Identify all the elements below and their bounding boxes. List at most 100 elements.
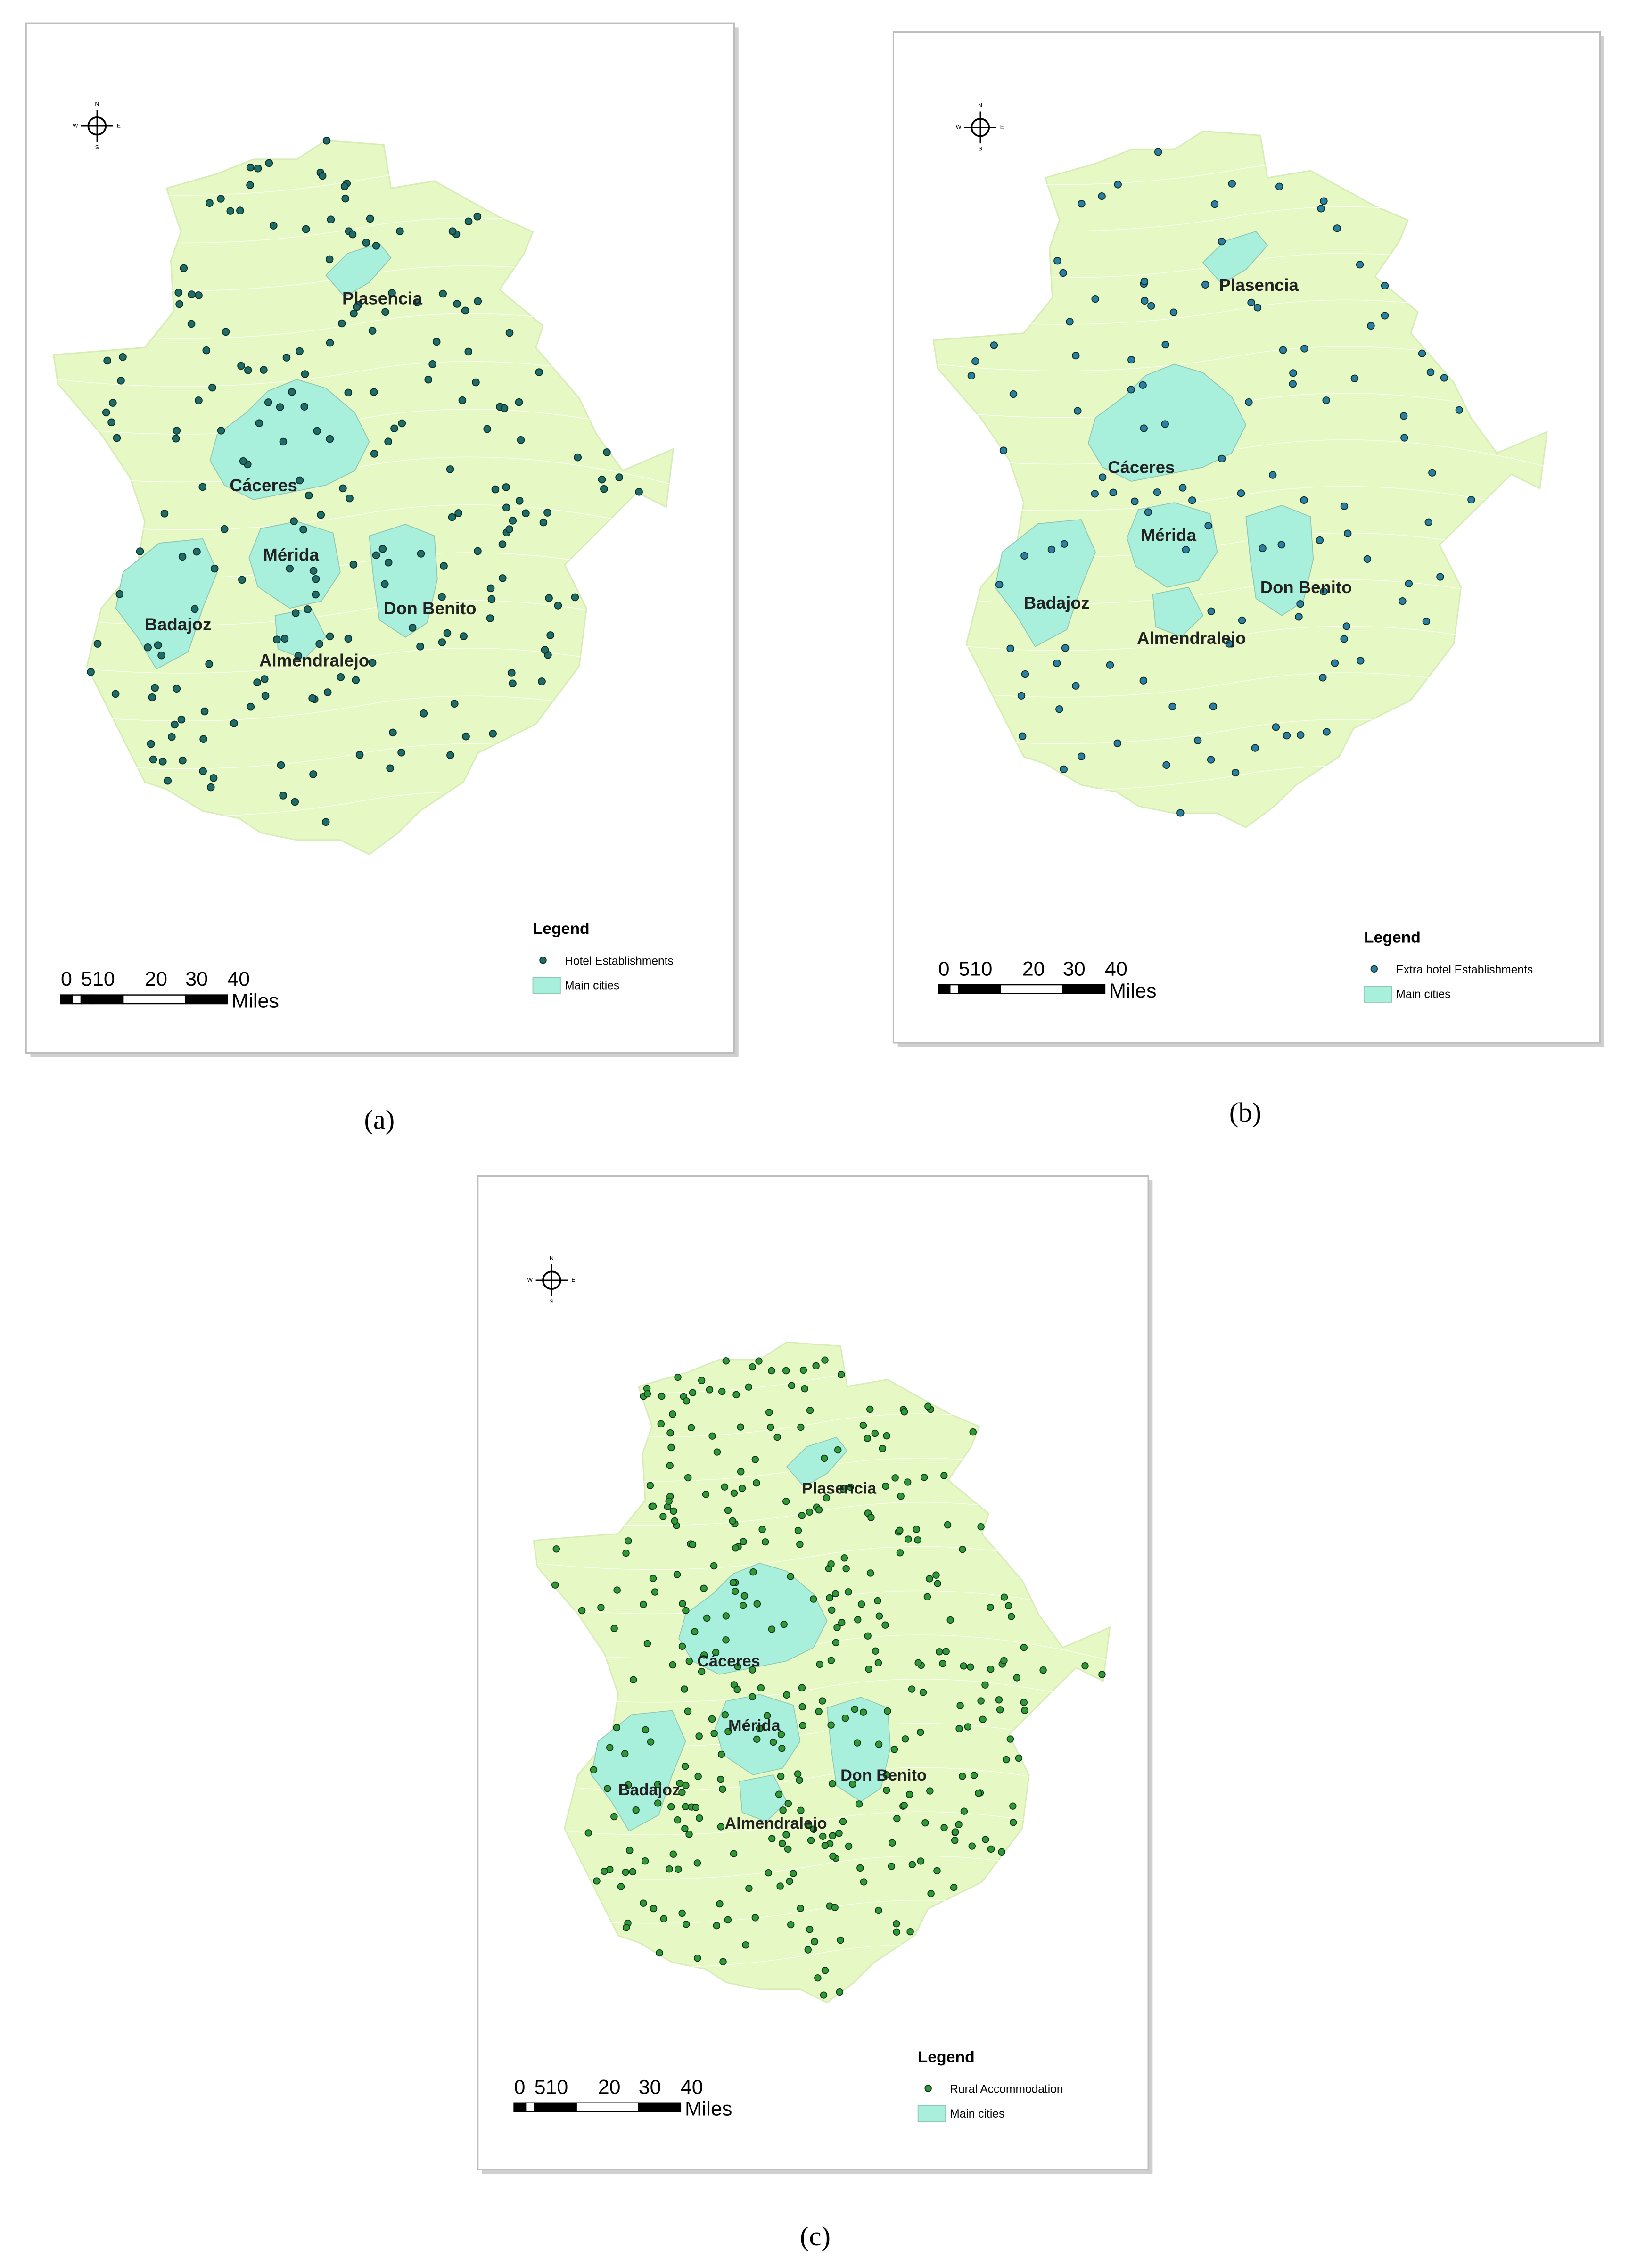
establishment-point <box>344 388 353 397</box>
establishment-point <box>926 1787 934 1795</box>
establishment-point <box>541 646 549 654</box>
establishment-point <box>678 1789 686 1796</box>
establishment-point <box>710 1562 718 1570</box>
establishment-point <box>1127 386 1135 394</box>
establishment-point <box>654 1799 662 1807</box>
establishment-point <box>740 1538 747 1545</box>
establishment-point <box>1367 322 1375 330</box>
establishment-point <box>487 595 496 603</box>
establishment-point <box>641 1857 649 1865</box>
establishment-point <box>590 1766 598 1773</box>
establishment-point <box>571 593 579 602</box>
establishment-point <box>671 1517 679 1525</box>
establishment-point <box>706 1386 714 1394</box>
establishment-point <box>598 475 606 484</box>
scale-bar <box>525 2102 535 2112</box>
establishment-point <box>999 446 1008 454</box>
establishment-point <box>244 366 252 374</box>
establishment-point <box>896 1526 904 1534</box>
establishment-point <box>927 1890 935 1897</box>
establishment-point <box>1178 484 1187 492</box>
establishment-point <box>1231 768 1240 777</box>
establishment-point <box>237 362 245 370</box>
establishment-point <box>1399 412 1408 420</box>
establishment-point <box>643 1390 651 1398</box>
establishment-point <box>1253 304 1262 312</box>
establishment-point <box>539 518 548 527</box>
establishment-point <box>1153 488 1161 496</box>
establishment-point <box>666 1462 674 1469</box>
establishment-point <box>806 1926 814 1933</box>
establishment-point <box>1018 732 1027 740</box>
establishment-point <box>651 1588 659 1596</box>
establishment-point <box>535 368 543 376</box>
establishment-point <box>554 602 562 610</box>
establishment-point <box>827 1560 835 1568</box>
establishment-point <box>815 1506 823 1514</box>
establishment-point <box>987 1845 995 1853</box>
establishment-point <box>344 635 353 643</box>
establishment-point <box>370 450 378 458</box>
establishment-point <box>264 398 272 406</box>
city-area <box>1245 505 1314 616</box>
establishment-point <box>719 1958 727 1966</box>
establishment-point <box>702 1491 710 1498</box>
establishment-point <box>309 770 317 778</box>
establishment-point <box>1021 670 1029 678</box>
establishment-point <box>768 1835 776 1842</box>
establishment-point <box>474 547 482 555</box>
establishment-point <box>119 353 127 361</box>
establishment-point <box>1060 765 1068 773</box>
establishment-point <box>1078 200 1086 208</box>
city-label: Plasencia <box>802 1480 877 1498</box>
establishment-point <box>642 1726 650 1734</box>
establishment-point <box>1204 522 1212 530</box>
establishment-point <box>872 1647 880 1655</box>
municipal-border <box>938 206 1555 236</box>
establishment-point <box>914 1659 922 1667</box>
region <box>932 130 1548 828</box>
scale-label: 40 <box>227 968 250 990</box>
establishment-point <box>775 1790 783 1798</box>
scale-bar <box>80 994 93 1005</box>
establishment-point <box>827 1721 835 1729</box>
establishment-point <box>368 659 377 667</box>
city-label: Cáceres <box>697 1652 760 1670</box>
establishment-point <box>821 1356 829 1364</box>
establishment-point <box>738 1485 746 1492</box>
establishment-point <box>773 1433 781 1441</box>
establishment-point <box>790 1870 797 1877</box>
establishment-point <box>1400 434 1408 442</box>
establishment-point <box>1003 1756 1010 1764</box>
establishment-point <box>1140 277 1149 286</box>
establishment-point <box>932 1571 940 1579</box>
municipal-border <box>58 695 681 726</box>
establishment-point <box>1017 692 1026 700</box>
establishment-point <box>1077 752 1086 760</box>
legend-item: Main cities <box>1396 988 1450 1001</box>
establishment-point <box>685 1657 693 1665</box>
establishment-point <box>721 1711 729 1719</box>
scale-bar <box>513 2102 527 2112</box>
establishment-point <box>712 1649 720 1657</box>
establishment-point <box>724 1916 732 1924</box>
municipal-border <box>938 299 1555 330</box>
legend-item: Hotel Establishments <box>565 955 674 967</box>
compass-letter: S <box>979 146 982 152</box>
establishment-point <box>831 1904 839 1911</box>
establishment-point <box>1210 200 1219 208</box>
establishment-point <box>1139 381 1147 389</box>
establishment-point <box>1428 469 1436 477</box>
map-panel: Plasencia Cáceres Mérida Badajoz Don Benito A… <box>477 1175 1153 2252</box>
scale-label: 20 <box>145 968 167 990</box>
establishment-point <box>366 214 374 223</box>
establishment-point <box>669 1661 676 1669</box>
establishment-point <box>906 1928 914 1936</box>
compass-letter: W <box>73 123 78 129</box>
establishment-point <box>717 1823 725 1831</box>
establishment-point <box>578 1607 586 1615</box>
city-area <box>209 379 370 500</box>
establishment-point <box>874 1597 881 1605</box>
establishment-point <box>1009 390 1018 398</box>
